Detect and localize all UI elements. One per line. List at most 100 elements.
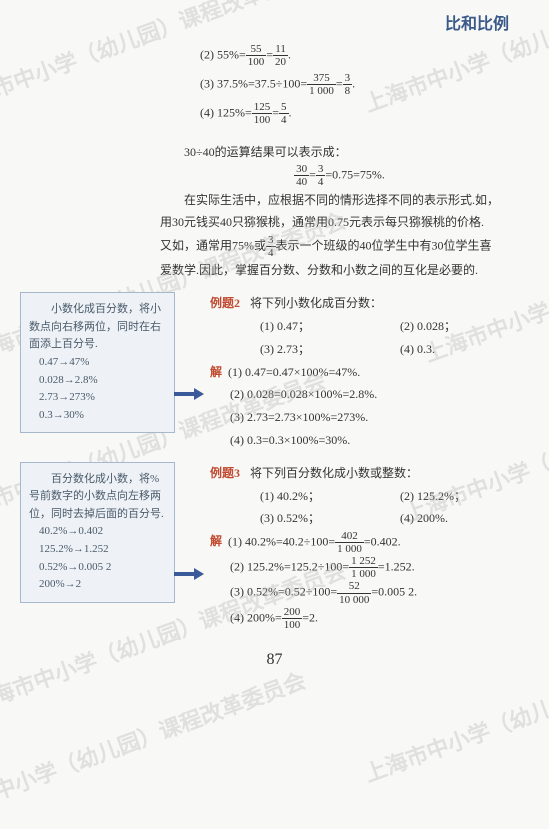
eq-mid: = [272,106,279,120]
numerator: 200 [282,606,303,619]
paragraph: 用30元钱买40只猕猴桃，通常用0.75元表示每只猕猴桃的价格. [160,211,519,234]
paragraph: 又如，通常用75%或34表示一个班级的40位学生中有30位学生喜 [160,234,519,259]
question-item: (4) 200%. [400,507,510,530]
top-equations: (2) 55%=55100=1120. (3) 37.5%=37.5÷100=3… [0,34,549,136]
denominator: 1 000 [335,543,364,555]
arrow-icon [174,566,204,582]
fraction: 5210 000 [337,580,371,605]
sidebar-tip-box: 百分数化成小数，将%号前数字的小数点向左移两位，同时去掉后面的百分号. 40.2… [20,462,175,603]
numerator: 52 [337,580,371,593]
numerator: 402 [335,530,364,543]
question-item: (3) 0.52%； [260,507,370,530]
example-3-row: 百分数化成小数，将%号前数字的小数点向左移两位，同时去掉后面的百分号. 40.2… [0,457,549,636]
watermark: 上海市中小学（幼儿园）课程改革委员会 [359,623,549,789]
fraction: 1120 [273,43,288,68]
solution-line: (2) 0.028=0.028×100%=2.8%. [210,383,519,406]
eq-end: . [352,77,355,91]
paragraph: 爱数学.因此，掌握百分数、分数和小数之间的互化是必要的. [160,259,519,282]
eq-text: 125%= [217,106,252,120]
denominator: 10 000 [337,594,371,606]
question-item: (2) 0.028； [400,315,510,338]
solve-label: 解 [210,365,222,379]
denominator: 1 000 [349,568,378,580]
eq-end: . [289,106,292,120]
body-text: 30÷40的运算结果可以表示成： 3040=34=0.75=75%. 在实际生活… [0,136,549,288]
eq-label: (2) [200,47,217,61]
question-item: (1) 40.2%； [260,485,370,508]
solution-line: (1) 0.47=0.47×100%=47%. [228,365,360,379]
fraction: 55100 [246,43,267,68]
tip-line: 0.47→47% [39,354,166,372]
sol-text: =1.252. [378,560,415,574]
sol-text: =0.005 2. [371,585,417,599]
example-3: 例题3将下列百分数化成小数或整数： (1) 40.2%； (2) 125.2%；… [175,462,519,631]
denominator: 4 [316,176,326,188]
numerator: 3 [343,72,353,85]
eq-mid: = [309,168,316,182]
eq-mid: = [336,77,343,91]
solution-line: (4) 0.3=0.3×100%=30%. [210,429,519,452]
tip-line: 0.52%→0.005 2 [39,559,166,577]
equation-3: (3) 37.5%=37.5÷100=3751 000=38. [200,72,519,97]
paragraph: 30÷40的运算结果可以表示成： [160,141,519,164]
tip-line: 125.2%→1.252 [39,541,166,559]
chapter-header: 比和比例 [0,0,549,34]
fraction: 54 [279,101,289,126]
example-2: 例题2将下列小数化成百分数： (1) 0.47； (2) 0.028； (3) … [175,292,519,452]
watermark: 上海市中小学（幼儿园）课程改革委员会 [0,663,310,829]
example-label: 例题2 [210,296,240,310]
para-text: 又如，通常用75%或 [160,238,266,252]
sol-text: (2) 125.2%=125.2÷100= [230,560,349,574]
fraction: 1 2521 000 [349,555,378,580]
denominator: 100 [282,619,303,631]
numerator: 3 [266,234,276,247]
eq-label: (4) [200,106,217,120]
para-text: 表示一个班级的40位学生中有30位学生喜 [276,238,492,252]
tip-line: 2.73→273% [39,389,166,407]
paragraph: 在实际生活中，应根据不同的情形选择不同的表示形式.如， [160,189,519,212]
denominator: 100 [246,56,267,68]
fraction: 125100 [252,101,273,126]
numerator: 3 [316,163,326,176]
tip-text: 百分数化成小数，将%号前数字的小数点向左移两位，同时去掉后面的百分号. [29,471,166,524]
eq-text: 55%= [217,47,246,61]
eq-mid: = [266,47,273,61]
sol-text: (3) 0.52%=0.52÷100= [230,585,337,599]
tip-text: 小数化成百分数，将小数点向右移两位，同时在右面添上百分号. [29,301,166,354]
numerator: 5 [279,101,289,114]
eq-end: . [288,47,291,61]
numerator: 375 [307,72,336,85]
example-label: 例题3 [210,466,240,480]
solution-line: (2) 125.2%=125.2÷100=1 2521 000=1.252. [210,555,519,580]
denominator: 8 [343,85,353,97]
equation-2: (2) 55%=55100=1120. [200,43,519,68]
fraction: 34 [316,163,326,188]
fraction: 200100 [282,606,303,631]
fraction: 3751 000 [307,72,336,97]
tip-line: 0.028→2.8% [39,372,166,390]
sol-text: (1) 40.2%=40.2÷100= [228,534,335,548]
solution-line: (4) 200%=200100=2. [210,606,519,631]
question-item: (2) 125.2%； [400,485,510,508]
sol-text: =2. [302,610,318,624]
example-title: 将下列小数化成百分数： [250,296,382,310]
question-item: (4) 0.3. [400,338,510,361]
solve-label: 解 [210,534,222,548]
arrow-icon [174,386,204,402]
question-item: (3) 2.73； [260,338,370,361]
sol-text: (4) 200%= [230,610,282,624]
tip-line: 40.2%→0.402 [39,523,166,541]
equation-center: 3040=34=0.75=75%. [160,163,519,188]
fraction: 3040 [294,163,309,188]
sol-text: =0.402. [364,534,401,548]
tip-line: 200%→2 [39,576,166,594]
denominator: 1 000 [307,85,336,97]
eq-end: =0.75=75%. [325,168,385,182]
denominator: 4 [266,247,276,259]
fraction: 38 [343,72,353,97]
page-number: 87 [0,651,549,669]
fraction: 4021 000 [335,530,364,555]
fraction: 34 [266,234,276,259]
denominator: 20 [273,56,288,68]
solution-line: (3) 0.52%=0.52÷100=5210 000=0.005 2. [210,580,519,605]
